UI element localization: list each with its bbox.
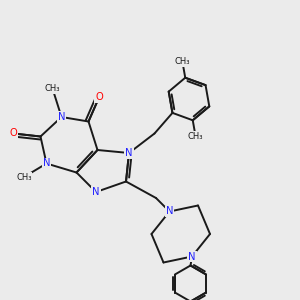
- Text: CH₃: CH₃: [188, 132, 203, 141]
- Text: N: N: [58, 112, 65, 122]
- Text: N: N: [166, 206, 173, 217]
- Text: N: N: [188, 251, 196, 262]
- Text: CH₃: CH₃: [45, 84, 60, 93]
- Text: N: N: [125, 148, 133, 158]
- Text: CH₃: CH₃: [175, 57, 190, 66]
- Text: N: N: [43, 158, 50, 169]
- Text: O: O: [95, 92, 103, 103]
- Text: N: N: [92, 187, 100, 197]
- Text: CH₃: CH₃: [16, 172, 32, 182]
- Text: O: O: [10, 128, 17, 139]
